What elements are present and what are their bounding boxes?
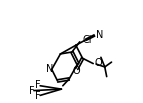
Text: F: F xyxy=(35,80,41,90)
Text: F: F xyxy=(29,86,34,96)
Text: F: F xyxy=(35,91,41,101)
Text: O: O xyxy=(72,66,80,76)
Text: N: N xyxy=(46,64,53,74)
Text: Cl: Cl xyxy=(83,35,92,45)
Text: N: N xyxy=(96,30,104,40)
Text: O: O xyxy=(94,58,102,68)
